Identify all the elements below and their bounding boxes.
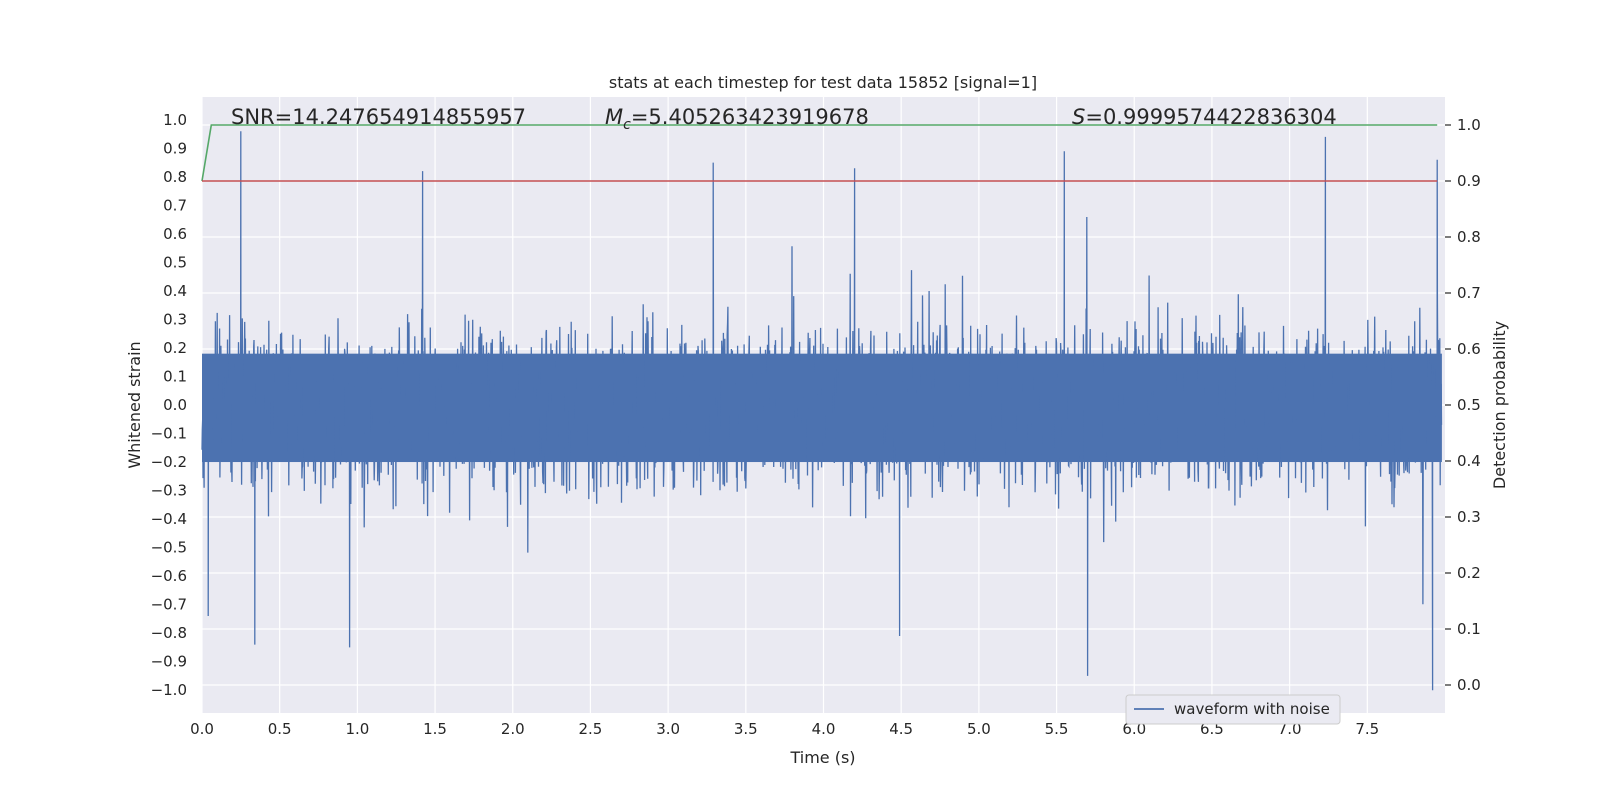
y2-axis-ticks: 1.0 0.9 0.8 0.7 0.6 0.5 0.4 0.3 0.2 0.1 0.0	[1445, 116, 1481, 694]
y-tick-label: −0.4	[151, 510, 187, 528]
y2-tick-label: 0.6	[1457, 340, 1481, 358]
mc-symbol: M	[605, 105, 623, 129]
detection-probability-line	[201, 124, 1438, 182]
mc-annotation: Mc=5.405263423919678	[605, 105, 869, 133]
x-tick-label: 4.0	[812, 720, 836, 738]
x-tick-label: 3.0	[656, 720, 680, 738]
y-tick-label: −0.2	[151, 453, 187, 471]
y-axis-label: Whitened strain	[125, 341, 144, 468]
x-tick-label: 2.5	[579, 720, 603, 738]
legend-box	[1125, 694, 1341, 725]
y-tick-label: 0.3	[163, 310, 187, 328]
mc-subscript: c	[623, 117, 631, 133]
y2-tick-label: 0.2	[1457, 564, 1481, 582]
x-tick-label: 1.0	[345, 720, 369, 738]
waveform-series	[201, 131, 1443, 691]
y2-tick-label: 0.9	[1457, 172, 1481, 190]
x-axis-label: Time (s)	[789, 748, 855, 767]
y-tick-label: −0.1	[151, 425, 187, 443]
x-tick-label: 4.5	[889, 720, 913, 738]
x-tick-label: 2.0	[501, 720, 525, 738]
y-tick-label: −0.5	[151, 539, 187, 557]
legend: waveform with noise	[1125, 694, 1341, 725]
y-tick-label: 0.7	[163, 196, 187, 214]
x-tick-label: 0.5	[268, 720, 292, 738]
legend-entry: waveform with noise	[1174, 700, 1330, 718]
y-tick-label: 0.0	[163, 396, 187, 414]
y2-tick-label: 1.0	[1457, 116, 1481, 134]
y2-tick-label: 0.4	[1457, 452, 1481, 470]
y2-tick-label: 0.8	[1457, 228, 1481, 246]
y2-tick-label: 0.1	[1457, 620, 1481, 638]
snr-annotation: SNR=14.247654914855957	[231, 105, 526, 129]
mc-value: =5.405263423919678	[631, 105, 869, 129]
x-tick-label: 1.5	[423, 720, 447, 738]
x-tick-label: 5.0	[967, 720, 991, 738]
y-tick-label: 0.8	[163, 168, 187, 186]
chart-title: stats at each timestep for test data 158…	[609, 73, 1037, 92]
y-tick-label: 0.6	[163, 225, 187, 243]
y-tick-label: −0.8	[151, 624, 187, 642]
y-tick-label: 0.1	[163, 367, 187, 385]
y2-tick-label: 0.7	[1457, 284, 1481, 302]
x-tick-label: 7.5	[1355, 720, 1379, 738]
y2-tick-label: 0.0	[1457, 676, 1481, 694]
y-axis-ticks: 1.0 0.9 0.8 0.7 0.6 0.5 0.4 0.3 0.2 0.1 0.0 −0.1 −0.…	[151, 111, 187, 699]
s-annotation: S=0.9999574422836304	[1072, 105, 1337, 129]
y2-axis-label: Detection probability	[1490, 321, 1509, 489]
y-tick-label: −0.7	[151, 596, 187, 614]
y-tick-label: −0.3	[151, 482, 187, 500]
s-value: =0.9999574422836304	[1085, 105, 1336, 129]
y-tick-label: −0.6	[151, 567, 187, 585]
x-tick-label: 0.0	[190, 720, 214, 738]
y-tick-label: 0.9	[163, 139, 187, 157]
y-tick-label: −0.9	[151, 653, 187, 671]
waveform-line	[201, 131, 1443, 691]
y2-tick-label: 0.5	[1457, 396, 1481, 414]
y-tick-label: 1.0	[163, 111, 187, 129]
y-tick-label: −1.0	[151, 681, 187, 699]
x-tick-label: 5.5	[1045, 720, 1069, 738]
y2-tick-label: 0.3	[1457, 508, 1481, 526]
s-symbol: S	[1072, 105, 1085, 129]
y-tick-label: 0.4	[163, 282, 187, 300]
y-tick-label: 0.5	[163, 253, 187, 271]
x-tick-label: 3.5	[734, 720, 758, 738]
y-tick-label: 0.2	[163, 339, 187, 357]
